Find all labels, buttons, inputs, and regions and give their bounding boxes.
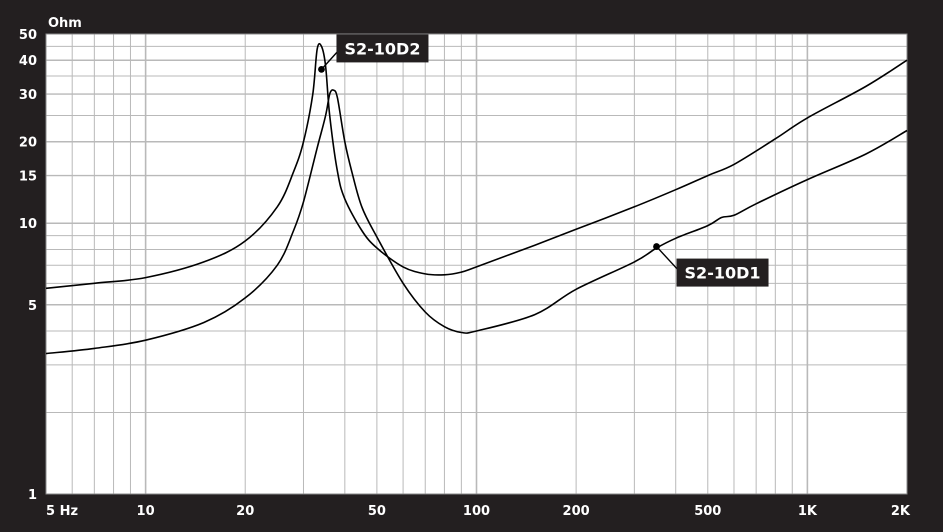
series-label-s2-10d1: S2-10D1 (685, 264, 761, 283)
y-tick-label: 50 (19, 28, 37, 43)
x-tick-label: 50 (368, 504, 386, 519)
callout-box-s2-10d2 (336, 34, 429, 63)
series-label-s2-10d2: S2-10D2 (344, 39, 420, 58)
y-tick-label: 15 (19, 170, 37, 185)
y-tick-label: 30 (19, 88, 37, 103)
y-tick-label: 1 (28, 488, 37, 503)
y-tick-label: 10 (19, 217, 37, 232)
grid (45, 33, 908, 495)
y-tick-label: 5 (28, 299, 37, 314)
x-tick-label: 10 (137, 504, 155, 519)
series-line-s2-10d2 (45, 42, 908, 290)
callouts: S2-10D2 S2-10D1 (336, 34, 769, 287)
marker-dot-s2-10d2 (318, 66, 325, 73)
x-tick-label: 200 (563, 504, 590, 519)
y-axis-unit-label: Ohm (48, 16, 82, 31)
x-tick-label: 1K (798, 504, 818, 519)
x-axis-ticks: 5 Hz 10 20 50 100 200 500 1K 2K (46, 504, 911, 519)
curves (45, 42, 908, 355)
x-tick-label: 5 Hz (46, 504, 78, 519)
marker-dot-s2-10d1 (653, 243, 660, 250)
y-tick-label: 40 (19, 54, 37, 69)
series-line-s2-10d1 (45, 89, 908, 355)
x-tick-label: 20 (236, 504, 254, 519)
plot-border (45, 33, 908, 495)
x-tick-label: 500 (694, 504, 721, 519)
x-tick-label: 100 (463, 504, 490, 519)
y-tick-label: 20 (19, 136, 37, 151)
x-tick-label: 2K (891, 504, 911, 519)
callout-box-s2-10d1 (676, 258, 769, 287)
